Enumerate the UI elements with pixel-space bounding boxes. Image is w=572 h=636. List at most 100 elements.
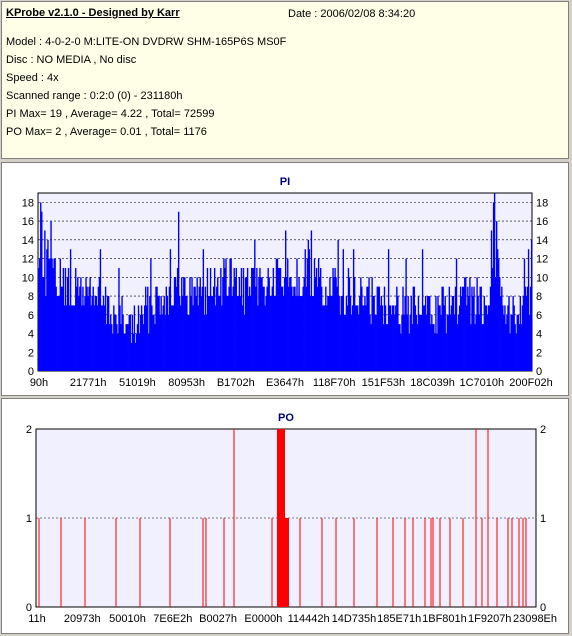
pi-bar xyxy=(499,277,501,371)
pi-bar xyxy=(332,267,334,371)
pi-bar xyxy=(251,267,253,371)
pi-y-tick-left: 6 xyxy=(28,310,34,322)
pi-bar xyxy=(523,258,526,371)
pi-bar xyxy=(247,296,250,371)
pi-bar xyxy=(396,286,398,371)
pi-bar xyxy=(285,230,287,371)
pi-bar xyxy=(252,267,254,371)
pi-bar xyxy=(106,296,109,371)
pi-bar xyxy=(427,296,429,371)
po-y-tick-left: 0 xyxy=(26,602,32,614)
pi-x-tick-label: 51019h xyxy=(119,377,156,389)
pi-bar xyxy=(393,305,395,371)
pi-bar xyxy=(436,333,438,371)
pi-bar xyxy=(524,286,527,371)
pi-bar xyxy=(218,296,220,371)
pi-bar xyxy=(408,333,410,371)
pi-bar xyxy=(449,314,452,371)
pi-bar xyxy=(48,258,50,371)
pi-y-tick-right: 2 xyxy=(536,347,542,359)
pi-bar xyxy=(433,324,435,371)
pi-bar xyxy=(335,277,337,371)
pi-bar xyxy=(370,324,372,371)
pi-bar xyxy=(168,286,171,371)
pi-bar xyxy=(132,333,135,371)
pi-y-tick-left: 4 xyxy=(28,329,34,341)
pi-bar xyxy=(504,305,506,371)
pi-bar xyxy=(150,258,152,371)
pi-bar xyxy=(415,314,418,371)
pi-bar xyxy=(261,277,263,371)
pi-bar xyxy=(480,286,482,371)
po-x-tick-label: 114442h xyxy=(288,613,330,625)
pi-bar xyxy=(186,296,188,371)
pi-bar xyxy=(166,296,169,371)
pi-bar xyxy=(93,305,95,371)
pi-bar xyxy=(491,267,494,371)
app-title: KProbe v2.1.0 - Designed by Karr xyxy=(6,7,180,19)
pi-bar xyxy=(488,305,491,371)
pi-bar xyxy=(144,305,146,371)
pi-summary-line: PI Max= 19 , Average= 4.22 , Total= 7259… xyxy=(6,108,215,120)
pi-bar xyxy=(212,286,215,371)
model-line: Model : 4-0-2-0 M:LITE-ON DVDRW SHM-165P… xyxy=(6,36,287,48)
pi-bar xyxy=(188,314,190,371)
pi-y-tick-left: 12 xyxy=(22,254,34,266)
pi-bar xyxy=(119,305,121,371)
pi-bar xyxy=(500,296,502,371)
po-x-tick-label: 7E6E2h xyxy=(153,613,192,625)
pi-bar xyxy=(116,324,118,371)
pi-bar xyxy=(276,258,279,371)
pi-bar xyxy=(401,314,403,371)
pi-bar xyxy=(154,324,156,371)
pi-bar xyxy=(474,324,476,371)
pi-bar xyxy=(508,296,510,371)
pi-bar xyxy=(349,296,352,371)
pi-bar xyxy=(289,277,291,371)
pi-bar xyxy=(394,314,396,371)
pi-bar xyxy=(416,324,419,371)
pi-title: PI xyxy=(280,176,290,188)
pi-bar xyxy=(235,267,237,371)
range-line: Scanned range : 0:2:0 (0) - 231180h xyxy=(6,90,183,102)
pi-bar xyxy=(395,305,397,371)
pi-bar xyxy=(345,296,348,371)
pi-bar xyxy=(191,277,193,371)
pi-bar xyxy=(225,258,227,371)
pi-bar xyxy=(398,324,400,371)
pi-y-tick-left: 10 xyxy=(22,272,34,284)
pi-bar xyxy=(222,277,224,371)
pi-bar xyxy=(381,305,384,371)
pi-bar xyxy=(451,296,454,371)
pi-bar xyxy=(511,314,513,371)
pi-y-tick-right: 14 xyxy=(536,235,548,247)
pi-bar xyxy=(310,230,313,371)
pi-bar xyxy=(279,267,282,371)
pi-bar xyxy=(198,286,200,371)
pi-bar xyxy=(193,286,195,371)
pi-bar xyxy=(136,324,139,371)
pi-bar xyxy=(486,314,489,371)
pi-bar xyxy=(151,305,153,371)
pi-bar xyxy=(465,277,467,371)
pi-bar xyxy=(278,267,281,371)
pi-bar xyxy=(205,314,208,371)
pi-bar xyxy=(477,296,479,371)
pi-bar xyxy=(341,296,343,371)
pi-bar xyxy=(306,258,308,371)
pi-bar xyxy=(238,277,241,371)
pi-bar xyxy=(352,249,355,371)
pi-bar xyxy=(308,249,311,371)
pi-bar xyxy=(110,314,112,371)
pi-bar xyxy=(107,296,110,371)
pi-bar xyxy=(434,333,436,371)
pi-bar xyxy=(204,286,207,371)
pi-bar xyxy=(139,314,142,371)
pi-bar xyxy=(180,305,182,371)
pi-bar xyxy=(324,305,326,371)
pi-bar xyxy=(431,314,433,371)
pi-bar xyxy=(356,305,358,371)
pi-bar xyxy=(344,314,347,371)
pi-bar xyxy=(250,296,252,371)
pi-bar xyxy=(234,277,236,371)
